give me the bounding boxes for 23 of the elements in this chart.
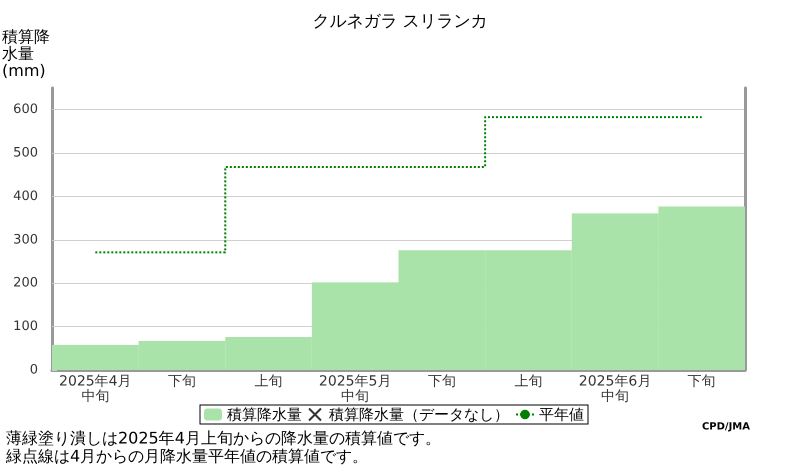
y-tick-label: 500 [13,146,38,161]
x-tick-label: 下旬 [428,374,456,390]
legend-label: 平年値 [539,406,584,424]
y-tick-label: 100 [13,319,38,334]
legend-label: 積算降水量（データなし） [329,406,509,424]
y-tick-label: 200 [13,276,38,291]
chart-title: クルネガラ スリランカ [312,12,488,32]
text: 緑点線は4月からの月降水量平年値の積算値です。 [5,446,368,466]
text: 薄緑塗り潰しは2025年4月上旬からの降水量の積算値です。 [6,428,441,448]
legend-label: 積算降水量 [227,406,302,424]
y-tick-label: 600 [13,102,38,118]
x-tick-label: 下旬 [688,374,716,390]
text: CPD/JMA [702,422,750,432]
y-tick-label: 300 [13,232,38,248]
x-tick-label: 上旬 [254,374,283,390]
y-tick-label: 400 [13,188,38,204]
x-tick-label: 上旬 [514,374,542,390]
x-tick-label: 2025年6月中旬 [578,374,652,404]
y-tick-label: 0 [30,362,38,378]
x-tick-label: 2025年4月中旬 [59,374,132,404]
x-tick-label: 下旬 [168,374,196,390]
x-tick-label: 2025年5月中旬 [318,374,392,404]
y-axis-title: 積算降水量(mm) [2,27,50,80]
